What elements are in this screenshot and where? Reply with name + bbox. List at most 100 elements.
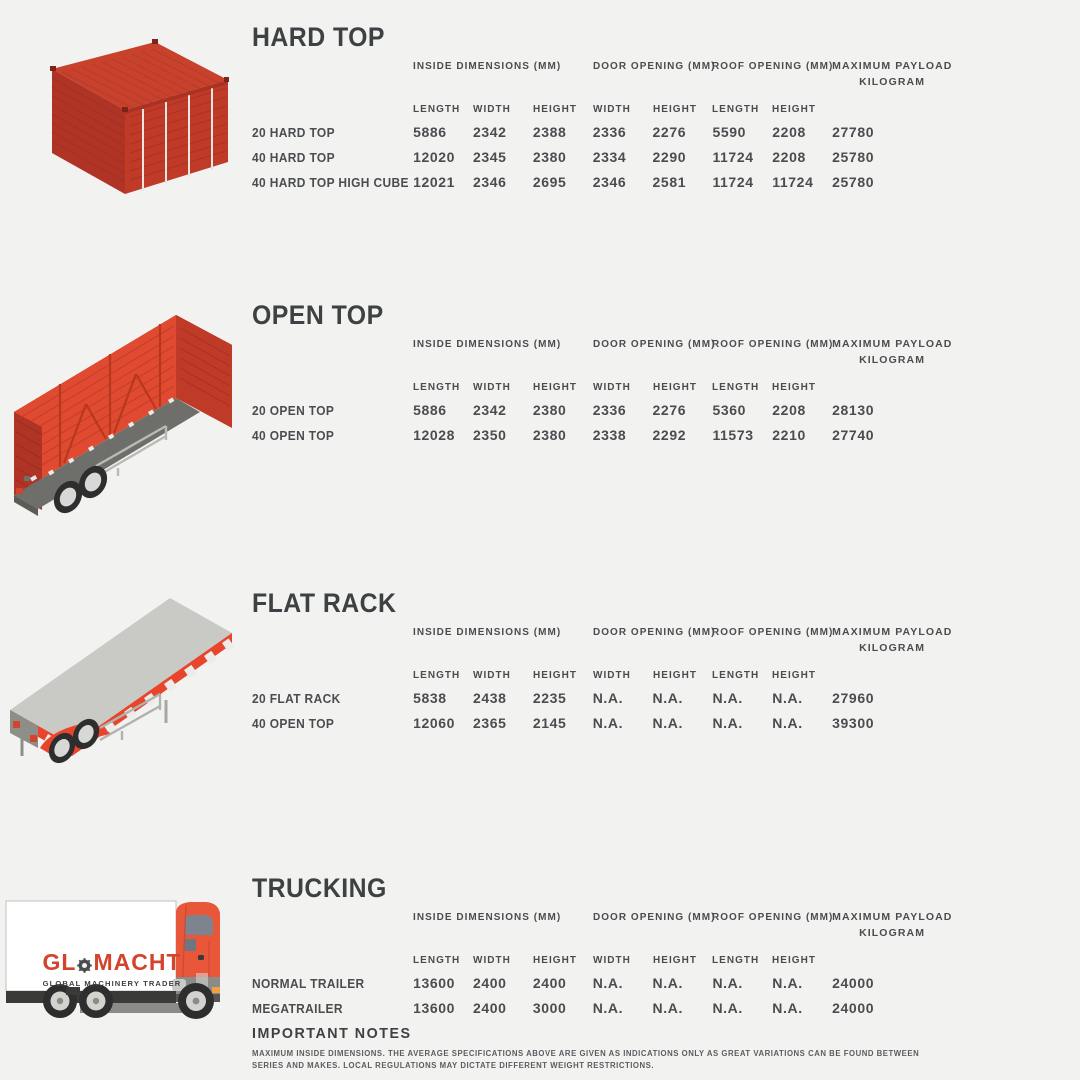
col-inside-length: LENGTH: [413, 954, 461, 966]
cell-roof-length: N.A.: [712, 1000, 743, 1016]
col-inside-length: LENGTH: [413, 103, 461, 115]
cell-roof-height: N.A.: [772, 690, 803, 706]
cell-inside-height: 2235: [532, 690, 567, 706]
cell-roof-length: 11724: [712, 174, 754, 190]
cell-inside-width: 2400: [472, 1000, 507, 1016]
notes-body: MAXIMUM INSIDE DIMENSIONS. THE AVERAGE S…: [252, 1049, 920, 1070]
logo-wordmark: GL: [38, 951, 186, 974]
cell-roof-height: N.A.: [772, 975, 803, 991]
row-label: 40 OPEN TOP: [252, 716, 335, 731]
cell-inside-length: 12028: [413, 427, 456, 443]
cell-roof-height: N.A.: [772, 715, 803, 731]
row-label: NORMAL TRAILER: [252, 976, 365, 991]
cell-inside-height: 2380: [532, 402, 567, 418]
col-inside-length: LENGTH: [413, 381, 461, 393]
cell-roof-height: 2208: [772, 124, 806, 140]
table-row: 40 OPEN TOP 12060 2365 2145 N.A. N.A. N.…: [252, 706, 952, 731]
logo-tagline: GLOBAL MACHINERY TRADER: [42, 979, 182, 988]
table-row: 20 HARD TOP 5886 2342 2388 2336 2276 559…: [252, 115, 952, 140]
cell-door-width: 2338: [592, 427, 627, 443]
group-header-payload-unit: KILOGRAM: [859, 76, 926, 88]
group-header-door: DOOR OPENING (MM): [592, 60, 716, 72]
cell-inside-width: 2342: [472, 124, 507, 140]
cell-door-width: N.A.: [592, 715, 624, 731]
table-row: 40 OPEN TOP 12028 2350 2380 2338 2292 11…: [252, 418, 952, 443]
group-header-roof: ROOF OPENING (MM): [712, 626, 834, 638]
cell-inside-height: 2380: [532, 149, 567, 165]
column-header-row: LENGTH WIDTH HEIGHT WIDTH HEIGHT LENGTH …: [252, 654, 952, 681]
group-header-door: DOOR OPENING (MM): [592, 911, 716, 923]
group-header-row: INSIDE DIMENSIONS (MM) DOOR OPENING (MM)…: [252, 328, 952, 350]
cell-inside-width: 2345: [472, 149, 507, 165]
group-header-payload: MAXIMUM PAYLOAD: [832, 338, 953, 350]
col-inside-height: HEIGHT: [532, 954, 577, 966]
table-row: NORMAL TRAILER 13600 2400 2400 N.A. N.A.…: [252, 966, 952, 991]
cell-inside-width: 2346: [472, 174, 507, 190]
logo-text-before: GL: [42, 949, 77, 975]
important-notes: IMPORTANT NOTES MAXIMUM INSIDE DIMENSION…: [252, 1025, 1012, 1071]
cell-inside-length: 12060: [413, 715, 456, 731]
col-roof-height: HEIGHT: [772, 669, 817, 681]
row-label: 20 FLAT RACK: [252, 691, 341, 706]
logo-text-after: MACHT: [93, 949, 182, 975]
cell-inside-width: 2365: [472, 715, 507, 731]
col-inside-width: WIDTH: [472, 954, 511, 966]
row-label: 20 HARD TOP: [252, 125, 335, 140]
col-inside-width: WIDTH: [472, 381, 511, 393]
cell-door-height: N.A.: [652, 715, 683, 731]
col-door-width: WIDTH: [592, 103, 631, 115]
cell-roof-height: 2210: [772, 427, 806, 443]
cell-roof-height: N.A.: [772, 1000, 803, 1016]
group-header-row: INSIDE DIMENSIONS (MM) DOOR OPENING (MM)…: [252, 901, 952, 923]
company-logo: GL: [38, 951, 186, 989]
section-title: OPEN TOP: [252, 300, 384, 330]
cell-payload: 27780: [832, 124, 875, 140]
cell-inside-width: 2438: [472, 690, 507, 706]
col-roof-height: HEIGHT: [772, 103, 817, 115]
sub-header-row: KILOGRAM: [252, 638, 952, 654]
col-inside-width: WIDTH: [472, 669, 511, 681]
cell-door-width: 2336: [592, 402, 627, 418]
row-label: 40 HARD TOP HIGH CUBE: [252, 175, 409, 190]
cell-door-height: N.A.: [652, 690, 683, 706]
cell-inside-length: 5886: [413, 402, 447, 418]
cell-inside-height: 2400: [532, 975, 567, 991]
group-header-payload-unit: KILOGRAM: [859, 642, 926, 654]
cell-inside-width: 2400: [472, 975, 507, 991]
cell-payload: 39300: [832, 715, 875, 731]
sub-header-row: KILOGRAM: [252, 350, 952, 366]
col-inside-width: WIDTH: [472, 103, 511, 115]
group-header-inside: INSIDE DIMENSIONS (MM): [413, 338, 562, 350]
col-inside-length: LENGTH: [413, 669, 461, 681]
group-header-inside: INSIDE DIMENSIONS (MM): [413, 626, 562, 638]
cell-payload: 25780: [832, 174, 875, 190]
col-roof-height: HEIGHT: [772, 954, 817, 966]
cell-roof-height: 2208: [772, 402, 806, 418]
cell-door-height: 2581: [652, 174, 687, 190]
cell-roof-length: 11573: [712, 427, 754, 443]
group-header-payload-unit: KILOGRAM: [859, 927, 926, 939]
table-row: MEGATRAILER 13600 2400 3000 N.A. N.A. N.…: [252, 991, 952, 1016]
group-header-payload: MAXIMUM PAYLOAD: [832, 626, 953, 638]
cell-inside-width: 2350: [472, 427, 507, 443]
group-header-inside: INSIDE DIMENSIONS (MM): [413, 60, 562, 72]
group-header-roof: ROOF OPENING (MM): [712, 911, 834, 923]
cell-door-width: 2346: [592, 174, 627, 190]
group-header-payload: MAXIMUM PAYLOAD: [832, 911, 953, 923]
cell-door-height: 2292: [652, 427, 687, 443]
cell-door-height: 2276: [652, 402, 687, 418]
col-door-height: HEIGHT: [652, 103, 697, 115]
open-top-trailer-illustration: [0, 300, 250, 525]
sub-header-row: KILOGRAM: [252, 923, 952, 939]
row-label: MEGATRAILER: [252, 1001, 343, 1016]
cell-inside-height: 2145: [532, 715, 567, 731]
cell-payload: 24000: [832, 1000, 875, 1016]
section-title: HARD TOP: [252, 22, 385, 52]
gear-icon: [76, 955, 93, 973]
cell-roof-length: N.A.: [712, 715, 743, 731]
cell-door-height: N.A.: [652, 975, 683, 991]
group-header-inside: INSIDE DIMENSIONS (MM): [413, 911, 562, 923]
spec-table: INSIDE DIMENSIONS (MM) DOOR OPENING (MM)…: [252, 50, 952, 190]
cell-roof-length: N.A.: [712, 975, 743, 991]
cell-door-width: N.A.: [592, 975, 624, 991]
